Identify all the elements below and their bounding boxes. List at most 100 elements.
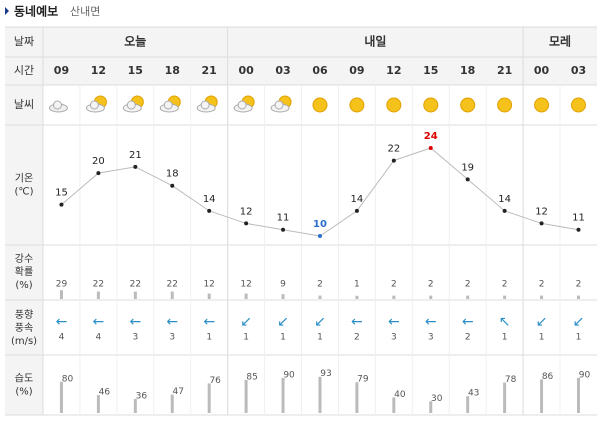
temp-label: 11 bbox=[277, 213, 290, 224]
humidity-bar bbox=[429, 401, 433, 413]
temp-point bbox=[281, 227, 286, 232]
weather-icons bbox=[48, 95, 586, 113]
wind-speed: 2 bbox=[354, 333, 360, 343]
wind-arrow: ← bbox=[388, 314, 400, 330]
cloud bbox=[48, 100, 68, 113]
humidity-label: 46 bbox=[99, 388, 111, 398]
rain-label: 29 bbox=[56, 280, 68, 290]
humidity-bar bbox=[540, 379, 544, 413]
wind-speed: 3 bbox=[428, 333, 434, 343]
temp-label: 20 bbox=[92, 156, 105, 167]
rain-label: 22 bbox=[167, 280, 178, 290]
row-label: 시간 bbox=[14, 64, 34, 77]
day-label: 모레 bbox=[549, 34, 571, 49]
cloud-part bbox=[237, 100, 247, 110]
temp-label: 18 bbox=[166, 169, 179, 180]
cloud bbox=[159, 100, 179, 113]
rain-label: 2 bbox=[428, 280, 434, 290]
sun bbox=[534, 97, 550, 113]
rain-label: 2 bbox=[539, 280, 545, 290]
humidity-bar bbox=[281, 377, 285, 413]
header-bg bbox=[5, 27, 597, 85]
humidity-label: 78 bbox=[505, 375, 517, 385]
humidity-bar bbox=[318, 376, 322, 413]
rain-bar bbox=[503, 295, 507, 299]
row-label: 날짜 bbox=[14, 35, 34, 48]
location: 산내면 bbox=[70, 5, 100, 18]
wind-arrow: ↙ bbox=[277, 314, 289, 330]
time-label: 18 bbox=[460, 64, 475, 77]
humidity-label: 90 bbox=[579, 370, 591, 380]
wind-arrow: ↙ bbox=[314, 314, 326, 330]
humidity-label: 80 bbox=[62, 374, 74, 384]
day-label: 오늘 bbox=[124, 35, 146, 49]
rain-label: 12 bbox=[203, 280, 214, 290]
humidity-bar bbox=[503, 382, 507, 413]
humidity-bar bbox=[96, 395, 100, 413]
temp-point bbox=[502, 208, 507, 213]
wind-speed: 1 bbox=[576, 333, 582, 343]
temp-point bbox=[317, 234, 322, 238]
humidity-bar bbox=[576, 377, 580, 413]
cloud bbox=[122, 100, 142, 113]
row-label: (℃) bbox=[14, 187, 33, 198]
wind-speed: 1 bbox=[243, 333, 249, 343]
wind-arrow: ← bbox=[462, 314, 474, 330]
temp-point bbox=[96, 171, 101, 176]
humidity-bar bbox=[59, 381, 63, 413]
wind-arrow: ← bbox=[166, 314, 178, 330]
cloud bbox=[270, 100, 290, 113]
day-label: 내일 bbox=[364, 34, 386, 49]
humidity-bar bbox=[244, 379, 248, 413]
cloud bbox=[85, 100, 105, 113]
cloud-part bbox=[89, 100, 99, 110]
wind-arrow: ↖ bbox=[499, 314, 511, 330]
humidity-label: 47 bbox=[173, 387, 184, 397]
rain-bar bbox=[318, 295, 322, 299]
bullet bbox=[5, 7, 9, 15]
rain-label: 12 bbox=[240, 280, 251, 290]
temp-label: 14 bbox=[498, 194, 511, 205]
temp-point bbox=[59, 202, 64, 207]
temp-point bbox=[207, 208, 212, 213]
cloud-part bbox=[200, 100, 210, 110]
humidity-bar bbox=[355, 382, 359, 413]
humidity-label: 30 bbox=[431, 394, 443, 404]
temp-label: 12 bbox=[240, 206, 253, 217]
temp-label: 21 bbox=[129, 150, 142, 161]
temp-point bbox=[391, 158, 396, 163]
row-label: 확률 bbox=[15, 266, 33, 278]
humidity-bar bbox=[133, 398, 137, 413]
humidity-label: 93 bbox=[320, 369, 331, 379]
row-label: 강수 bbox=[15, 253, 33, 265]
rain-bar bbox=[466, 295, 470, 299]
rain-bar bbox=[281, 294, 285, 299]
wind-speed: 4 bbox=[59, 333, 65, 343]
time-label: 21 bbox=[202, 64, 217, 77]
humidity-label: 36 bbox=[136, 391, 148, 401]
rain-bar bbox=[59, 290, 63, 299]
humidity-bar bbox=[207, 383, 211, 413]
wind-speed: 3 bbox=[132, 333, 138, 343]
rain-bar bbox=[244, 293, 248, 299]
temp-label: 24 bbox=[424, 131, 438, 142]
wind-arrow: ← bbox=[351, 314, 363, 330]
wind-speed: 1 bbox=[317, 333, 323, 343]
rain-label: 2 bbox=[391, 280, 397, 290]
wind-arrow: ← bbox=[93, 314, 105, 330]
temp-point bbox=[465, 177, 470, 182]
sun bbox=[312, 97, 328, 113]
time-label: 12 bbox=[386, 64, 401, 77]
time-label: 09 bbox=[54, 64, 69, 77]
time-label: 03 bbox=[275, 64, 290, 77]
rain-bar bbox=[355, 295, 359, 299]
wind-arrow: ← bbox=[425, 314, 437, 330]
cloud bbox=[233, 100, 253, 113]
wind-arrow: ← bbox=[56, 314, 68, 330]
row-label: (m/s) bbox=[11, 336, 37, 347]
rain-label: 1 bbox=[354, 280, 360, 290]
cloud bbox=[196, 100, 216, 113]
temp-label: 15 bbox=[55, 188, 68, 199]
temp-point bbox=[539, 221, 544, 226]
rain-bar bbox=[392, 295, 396, 299]
